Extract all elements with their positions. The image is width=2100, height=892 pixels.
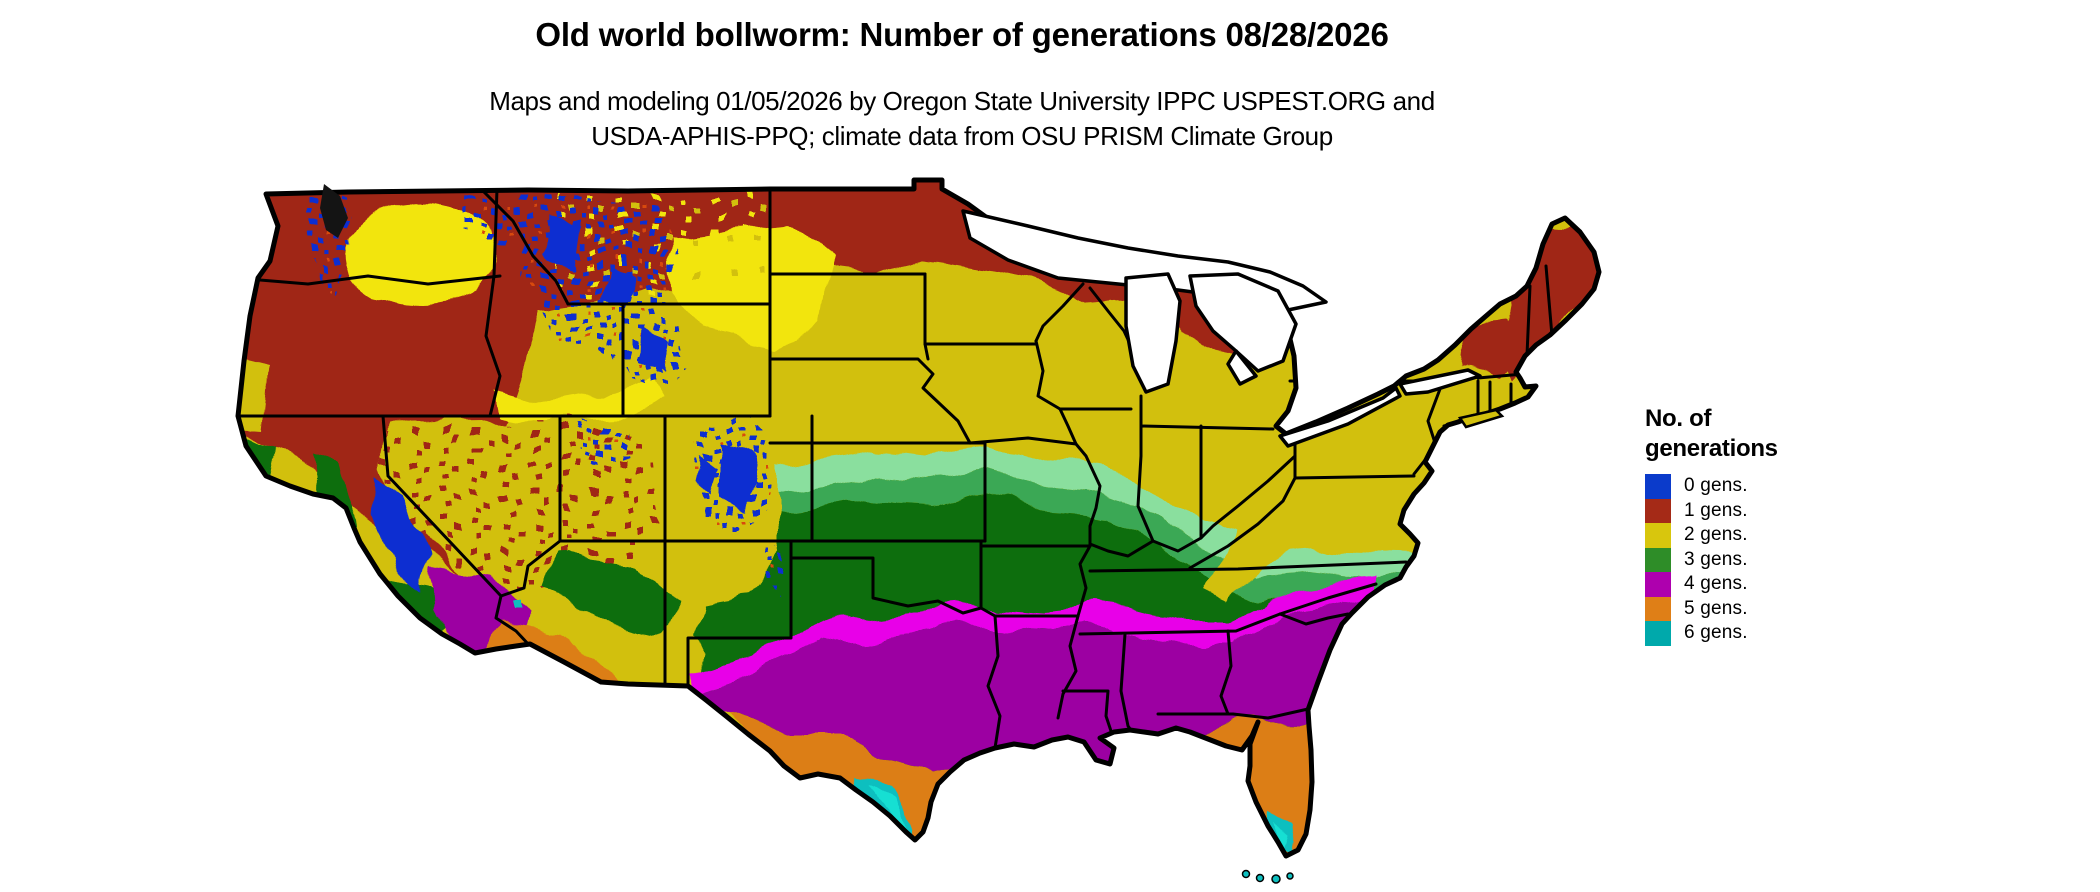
subtitle-line-2: USDA-APHIS-PPQ; climate data from OSU PR… — [591, 121, 1333, 151]
map-fill-layers — [238, 180, 1599, 856]
page-title: Old world bollworm: Number of generation… — [535, 16, 1389, 53]
legend-label-5-gens: 5 gens. — [1684, 597, 1748, 619]
legend-row-6-gens: 6 gens. — [1645, 621, 1778, 646]
zone-0-gens-north-rockies-core-b — [600, 266, 636, 312]
zone-3-gens-mogollon-rim — [546, 554, 680, 632]
legend-title-line-1: No. of — [1645, 405, 1712, 432]
legend-swatch-2-gens — [1645, 523, 1671, 548]
zone-4-gens-fringe — [688, 576, 1373, 698]
zone-0-gens-okanogan — [466, 196, 518, 246]
zone-4-gens-main — [690, 596, 1388, 772]
subtitle: Maps and modeling 01/05/2026 by Oregon S… — [489, 84, 1435, 154]
zone-6-gens-colorado-river-b — [524, 648, 532, 656]
legend-row-1-gens: 1 gens. — [1645, 498, 1778, 523]
florida-keys — [1241, 869, 1294, 884]
state-borders — [238, 187, 1554, 750]
us-generations-map — [235, 177, 1602, 884]
zone-0-gens-uintas — [574, 424, 630, 472]
zone-6-gens-south-texas-core — [872, 786, 908, 826]
lake-erie — [1278, 386, 1402, 448]
legend-label-3-gens: 3 gens. — [1684, 548, 1748, 570]
legend-swatch-3-gens — [1645, 547, 1671, 572]
lake-saginaw-bay — [1226, 349, 1258, 386]
zone-0-gens-colorado-core-a — [716, 442, 758, 510]
zone-0-gens-north-rockies-core-a — [544, 216, 580, 266]
legend-swatch-0-gens — [1645, 474, 1671, 499]
subtitle-line-1: Maps and modeling 01/05/2026 by Oregon S… — [489, 86, 1435, 116]
legend-label-0-gens: 0 gens. — [1684, 475, 1748, 497]
legend-row-5-gens: 5 gens. — [1645, 596, 1778, 621]
legend-row-0-gens: 0 gens. — [1645, 474, 1778, 499]
legend-label-1-gens: 1 gens. — [1684, 499, 1748, 521]
legend-label-6-gens: 6 gens. — [1684, 622, 1748, 644]
legend-label-2-gens: 2 gens. — [1684, 524, 1748, 546]
zone-0-gens-sierra — [372, 478, 426, 594]
lake-michigan — [1124, 272, 1182, 394]
zone-0-gens-yellowstone-core — [638, 330, 672, 372]
great-lakes — [961, 209, 1482, 448]
legend-title-line-2: generations — [1645, 435, 1778, 462]
zone-6-gens-colorado-river-a — [510, 604, 519, 613]
long-island — [1457, 408, 1505, 429]
legend: No. of generations 0 gens. 1 gens. 2 gen… — [1645, 404, 1778, 646]
lake-ontario — [1398, 368, 1482, 396]
zone-0-gens-colorado-core-b — [692, 456, 714, 494]
zone-3-gens-socal-mountains — [382, 578, 460, 636]
legend-row-2-gens: 2 gens. — [1645, 523, 1778, 548]
legend-swatch-6-gens — [1645, 621, 1671, 646]
legend-swatch-5-gens — [1645, 596, 1671, 621]
legend-row-4-gens: 4 gens. — [1645, 572, 1778, 597]
zone-2-gens-snake-plain — [490, 378, 664, 424]
legend-label-4-gens: 4 gens. — [1684, 573, 1748, 595]
legend-title: No. of generations — [1645, 404, 1778, 464]
zone-1-gens-adirondacks — [1458, 321, 1518, 376]
legend-rows: 0 gens. 1 gens. 2 gens. 3 gens. 4 gens. … — [1645, 474, 1778, 646]
legend-row-3-gens: 3 gens. — [1645, 547, 1778, 572]
zone-0-gens-sangre — [762, 544, 784, 598]
us-outline — [235, 177, 1602, 859]
lake-huron — [1188, 272, 1298, 373]
legend-swatch-1-gens — [1645, 498, 1671, 523]
legend-swatch-4-gens — [1645, 572, 1671, 597]
puget-sound — [320, 184, 348, 238]
